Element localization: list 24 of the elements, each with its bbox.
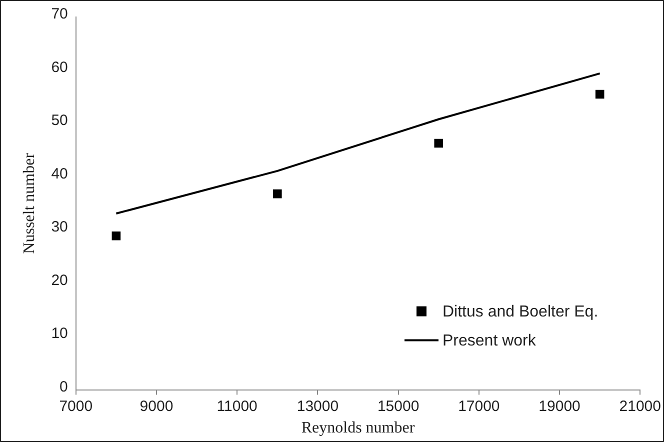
point	[112, 232, 121, 240]
y-tick-label: 40	[51, 165, 68, 182]
point	[595, 90, 604, 99]
y-axis-title: Nusselt number	[20, 152, 38, 254]
x-tick-label: 17000	[458, 398, 500, 415]
y-tick-label: 50	[51, 112, 68, 130]
x-tick-label: 9000	[140, 398, 174, 415]
y-tick-label: 70	[51, 6, 68, 23]
x-tick-label: 15000	[377, 398, 420, 415]
y-tick-label: 60	[51, 58, 68, 76]
x-tick-label: 21000	[619, 398, 662, 415]
x-tick-label: 11000	[216, 398, 258, 415]
legend-label: Present work	[442, 332, 537, 350]
x-tick-label: 13000	[296, 398, 339, 415]
y-tick-label: 10	[51, 325, 68, 342]
point	[273, 189, 282, 198]
x-tick-label: 7000	[59, 398, 93, 415]
x-axis-title: Reynolds number	[301, 420, 416, 437]
point	[434, 138, 444, 148]
x-tick-label: 19000	[538, 398, 580, 415]
y-tick-label: 20	[51, 272, 68, 289]
legend-label: Dittus and Boelter Eq.	[442, 304, 598, 321]
y-tick-label: 0	[60, 378, 68, 396]
y-tick-label: 30	[51, 218, 68, 236]
